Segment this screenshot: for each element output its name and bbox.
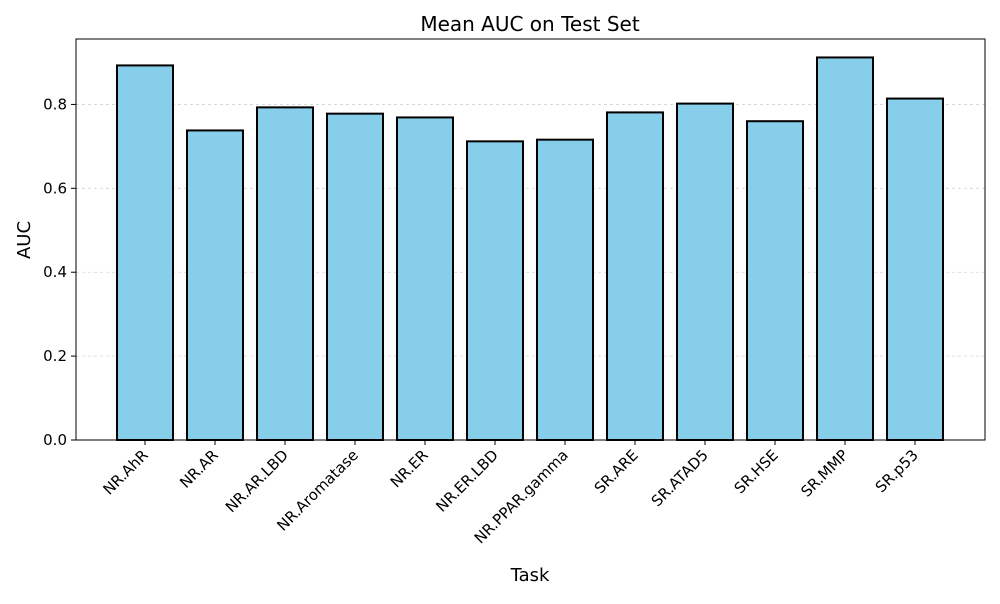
y-tick-label: 0.0 [43, 431, 67, 449]
x-tick-label: NR.AR.LBD [222, 446, 292, 516]
bar-sr-atad5 [676, 102, 734, 442]
x-tick-label: NR.AR [176, 446, 222, 492]
bar-nr-er [396, 116, 454, 441]
y-tick-label: 0.2 [43, 347, 67, 365]
bar-nr-ahr [116, 64, 174, 442]
x-tick-label: SR.HSE [731, 446, 782, 497]
bar-nr-ar [186, 129, 244, 441]
bar-nr-aromatase [326, 112, 384, 441]
x-tick-label: NR.AhR [99, 446, 151, 498]
y-tick-label: 0.4 [43, 263, 67, 281]
bar-nr-ar-lbd [256, 106, 314, 441]
y-tick-label: 0.6 [43, 179, 67, 197]
bar-sr-mmp [816, 56, 874, 442]
x-tick-label: SR.ATAD5 [648, 446, 712, 510]
bars [116, 56, 944, 442]
x-tick-label: SR.MMP [797, 446, 852, 501]
bar-sr-hse [746, 120, 804, 442]
y-tick-label: 0.8 [43, 95, 67, 113]
x-tick-label: NR.ER [387, 446, 432, 491]
y-axis-label: AUC [14, 221, 35, 259]
y-axis: 0.0 0.2 0.4 0.6 0.8 [43, 95, 76, 449]
chart-title: Mean AUC on Test Set [420, 12, 640, 36]
bar-nr-er-lbd [466, 140, 524, 441]
bar-sr-p53 [886, 97, 944, 441]
bar-nr-ppar-gamma [536, 138, 594, 441]
bar-sr-are [606, 111, 664, 441]
x-tick-label: NR.ER.LBD [432, 446, 501, 515]
x-tick-label: SR.ARE [591, 446, 642, 497]
x-axis-label: Task [510, 565, 550, 586]
x-tick-label: SR.p53 [872, 446, 922, 496]
plot-area-frame [75, 38, 986, 441]
